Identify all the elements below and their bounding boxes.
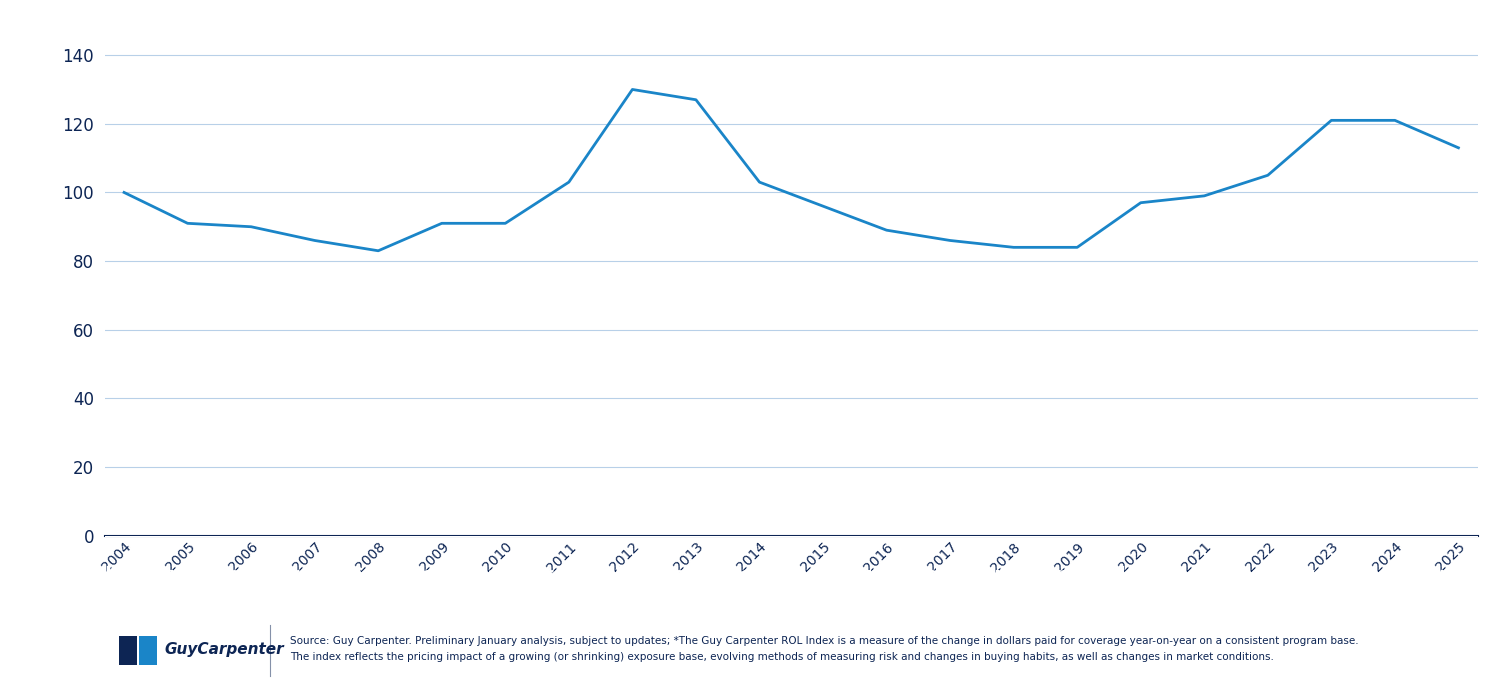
Bar [140,636,158,666]
Text: GuyCarpenter: GuyCarpenter [164,642,284,657]
Bar [118,636,136,666]
Text: The Guy Carpenter APAC Property Catastrophe Rate on Line Index decreased by an e: The Guy Carpenter APAC Property Catastro… [93,566,1490,584]
Text: Source: Guy Carpenter. Preliminary January analysis, subject to updates; *The Gu: Source: Guy Carpenter. Preliminary Janua… [291,636,1359,662]
